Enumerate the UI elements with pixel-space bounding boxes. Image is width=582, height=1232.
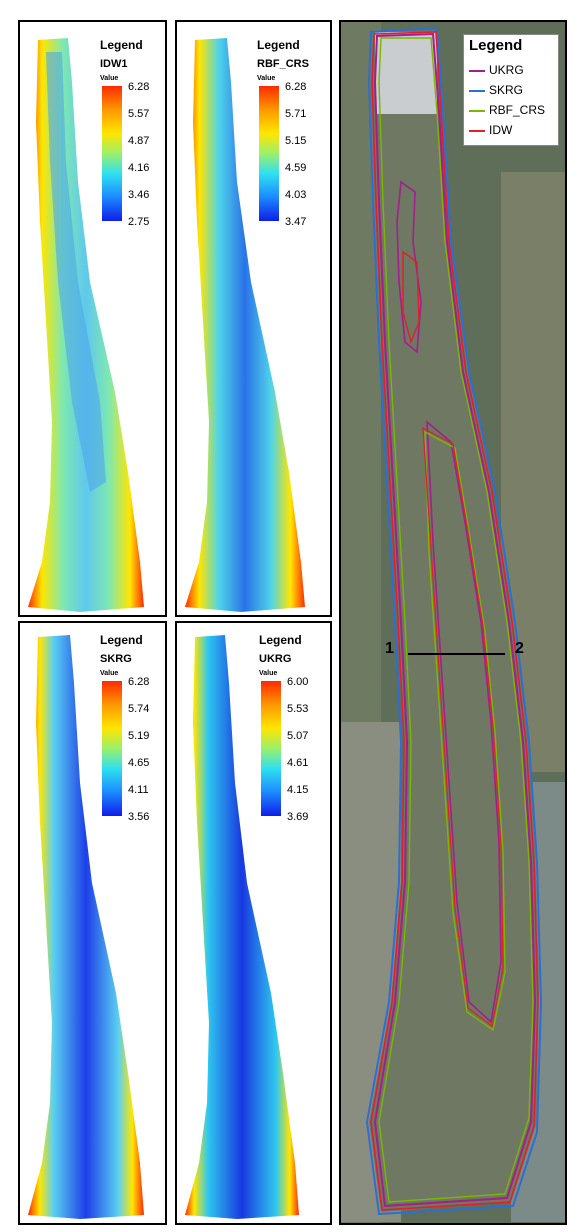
overlay-legend: Legend UKRG SKRG RBF_CRS IDW [463, 34, 559, 146]
overlay-legend-entry: IDW [469, 122, 559, 140]
rbf-crs-tick: 4.59 [285, 162, 307, 174]
ukrg-color-ramp [261, 681, 281, 816]
map-panel-idw1: Legend IDW1 Value 6.28 5.57 4.87 4.16 3.… [18, 20, 167, 617]
rbf-crs-layer-name: RBF_CRS [257, 58, 309, 70]
line-swatch [469, 70, 485, 72]
section-end-label: 2 [515, 640, 524, 657]
ukrg-value-label: Value [259, 670, 278, 677]
overlay-legend-entry: UKRG [469, 62, 559, 80]
skrg-layer-name: SKRG [100, 653, 132, 665]
ukrg-legend: Legend UKRG Value 6.00 5.53 5.07 4.61 4.… [259, 633, 331, 843]
rbf-crs-tick: 5.71 [285, 108, 307, 120]
idw1-color-ramp [102, 86, 122, 221]
idw1-tick: 3.46 [128, 189, 150, 201]
ukrg-layer-name: UKRG [259, 653, 292, 665]
satellite-imagery [341, 22, 565, 1223]
skrg-tick: 5.19 [128, 730, 150, 742]
skrg-color-ramp [102, 681, 122, 816]
satellite-overlay-panel: Legend UKRG SKRG RBF_CRS IDW 1 2 [339, 20, 567, 1225]
ukrg-tick: 5.07 [287, 730, 309, 742]
idw1-layer-name: IDW1 [100, 58, 128, 70]
rbf-crs-raster [185, 38, 305, 612]
rbf-crs-legend-title: Legend [257, 38, 300, 52]
section-start-label: 1 [385, 640, 394, 657]
overlay-legend-label: UKRG [489, 63, 524, 77]
overlay-legend-title: Legend [469, 37, 523, 54]
idw1-tick: 4.87 [128, 135, 150, 147]
ukrg-tick: 4.15 [287, 784, 309, 796]
map-panel-rbf-crs: Legend RBF_CRS Value 6.28 5.71 5.15 4.59… [175, 20, 332, 617]
ukrg-tick: 6.00 [287, 676, 309, 688]
idw1-tick: 5.57 [128, 108, 150, 120]
idw1-tick: 6.28 [128, 81, 150, 93]
overlay-legend-label: SKRG [489, 83, 524, 97]
ukrg-tick: 4.61 [287, 757, 309, 769]
rbf-crs-value-label: Value [257, 75, 276, 82]
skrg-legend: Legend SKRG Value 6.28 5.74 5.19 4.65 4.… [100, 633, 166, 843]
rbf-crs-tick: 4.03 [285, 189, 307, 201]
rbf-crs-tick: 6.28 [285, 81, 307, 93]
idw1-value-label: Value [100, 75, 119, 82]
skrg-value-label: Value [100, 670, 119, 677]
overlay-legend-label: RBF_CRS [489, 103, 546, 117]
skrg-tick: 6.28 [128, 676, 150, 688]
line-swatch [469, 90, 485, 92]
skrg-legend-title: Legend [100, 633, 143, 647]
skrg-tick: 4.65 [128, 757, 150, 769]
idw1-legend: Legend IDW1 Value 6.28 5.57 4.87 4.16 3.… [100, 38, 166, 248]
ukrg-tick: 5.53 [287, 703, 309, 715]
ukrg-tick: 3.69 [287, 811, 309, 823]
rbf-crs-tick: 5.15 [285, 135, 307, 147]
rbf-crs-legend: Legend RBF_CRS Value 6.28 5.71 5.15 4.59… [257, 38, 331, 248]
overlay-legend-entry: SKRG [469, 82, 559, 100]
skrg-raster [28, 635, 144, 1219]
overlay-legend-entry: RBF_CRS [469, 102, 559, 120]
ukrg-raster [185, 635, 299, 1219]
map-panel-ukrg: Legend UKRG Value 6.00 5.53 5.07 4.61 4.… [175, 621, 332, 1225]
line-swatch [469, 110, 485, 112]
idw1-tick: 2.75 [128, 216, 150, 228]
line-swatch [469, 130, 485, 132]
rbf-crs-color-ramp [259, 86, 279, 221]
idw1-raster [28, 38, 144, 612]
skrg-tick: 4.11 [128, 784, 149, 796]
skrg-tick: 3.56 [128, 811, 150, 823]
map-panel-skrg: Legend SKRG Value 6.28 5.74 5.19 4.65 4.… [18, 621, 167, 1225]
idw1-legend-title: Legend [100, 38, 143, 52]
skrg-tick: 5.74 [128, 703, 150, 715]
rbf-crs-tick: 3.47 [285, 216, 307, 228]
idw1-tick: 4.16 [128, 162, 150, 174]
overlay-legend-label: IDW [489, 123, 513, 137]
ukrg-legend-title: Legend [259, 633, 302, 647]
